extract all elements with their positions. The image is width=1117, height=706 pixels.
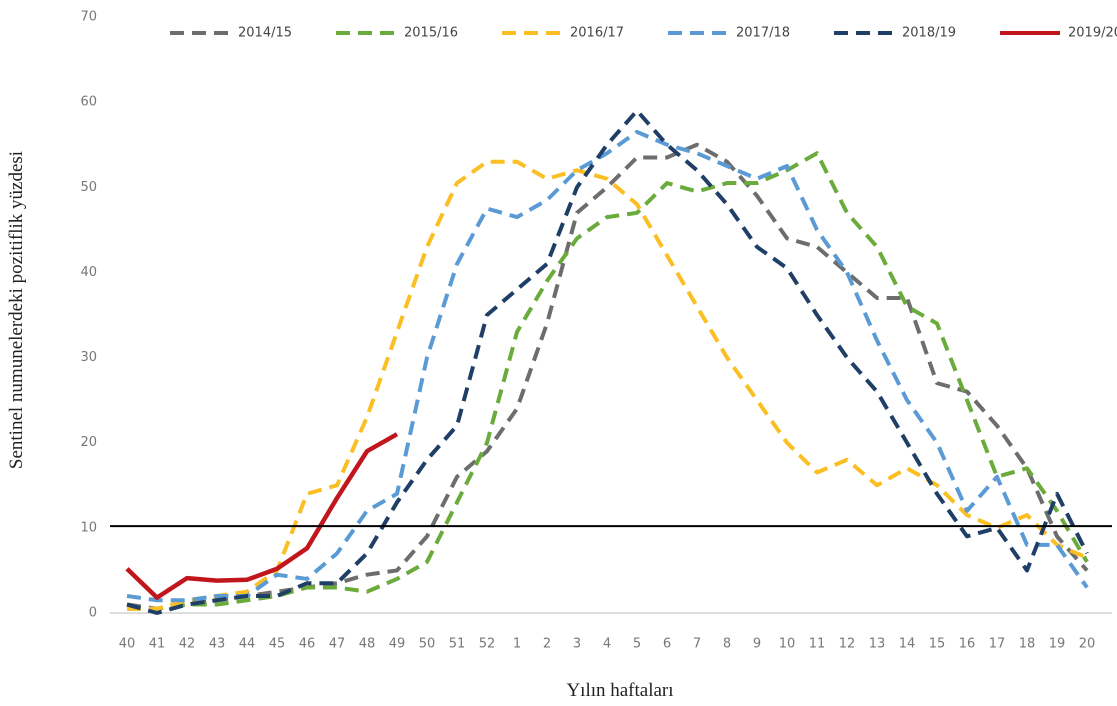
y-tick-label: 20	[80, 435, 97, 450]
legend-label: 2019/20	[1068, 26, 1117, 41]
x-tick-label: 14	[899, 637, 916, 652]
x-tick-label: 13	[869, 637, 886, 652]
legend-label: 2017/18	[736, 26, 790, 41]
x-tick-label: 51	[449, 637, 466, 652]
series-line	[126, 142, 1089, 611]
y-tick-label: 0	[89, 606, 97, 621]
x-tick-label: 47	[329, 637, 346, 652]
x-tick-label: 12	[839, 637, 856, 652]
x-tick-label: 17	[989, 637, 1006, 652]
x-tick-label: 15	[929, 637, 946, 652]
x-tick-label: 49	[389, 637, 406, 652]
legend-label: 2018/19	[902, 26, 956, 41]
x-tick-label: 5	[633, 637, 641, 652]
x-tick-label: 1	[513, 637, 521, 652]
legend-label: 2014/15	[238, 26, 292, 41]
x-tick-label: 46	[299, 637, 316, 652]
x-tick-label: 48	[359, 637, 376, 652]
x-tick-label: 45	[269, 637, 286, 652]
x-tick-label: 3	[573, 637, 581, 652]
x-tick-label: 4	[603, 637, 611, 652]
y-tick-label: 40	[80, 265, 97, 280]
series-line	[126, 129, 1089, 603]
x-tick-label: 10	[779, 637, 796, 652]
x-tick-label: 50	[419, 637, 436, 652]
legend-label: 2016/17	[570, 26, 624, 41]
x-tick-label: 9	[753, 637, 761, 652]
y-tick-label: 60	[80, 95, 97, 110]
x-axis-label: Yılın haftaları	[566, 680, 673, 701]
x-tick-label: 44	[239, 637, 256, 652]
x-tick-label: 40	[119, 637, 136, 652]
x-tick-label: 16	[959, 637, 976, 652]
x-tick-label: 18	[1019, 637, 1036, 652]
x-tick-label: 43	[209, 637, 226, 652]
y-tick-label: 30	[80, 350, 97, 365]
y-tick-label: 50	[80, 180, 97, 195]
x-tick-label: 42	[179, 637, 196, 652]
x-tick-label: 19	[1049, 637, 1066, 652]
series-line	[127, 151, 1089, 611]
legend-label: 2015/16	[404, 26, 458, 41]
x-tick-label: 8	[723, 637, 731, 652]
x-tick-label: 52	[479, 637, 496, 652]
series-line	[125, 432, 399, 600]
x-tick-label: 6	[663, 637, 671, 652]
x-tick-label: 2	[543, 637, 551, 652]
x-tick-label: 11	[809, 637, 826, 652]
y-tick-label: 10	[80, 520, 97, 535]
x-tick-label: 41	[149, 637, 166, 652]
x-tick-label: 7	[693, 637, 701, 652]
series-line	[126, 108, 1089, 615]
x-tick-label: 20	[1079, 637, 1096, 652]
y-tick-label: 70	[80, 10, 97, 25]
y-axis-label: Sentinel numunelerdeki pozitiflik yüzdes…	[6, 151, 27, 469]
